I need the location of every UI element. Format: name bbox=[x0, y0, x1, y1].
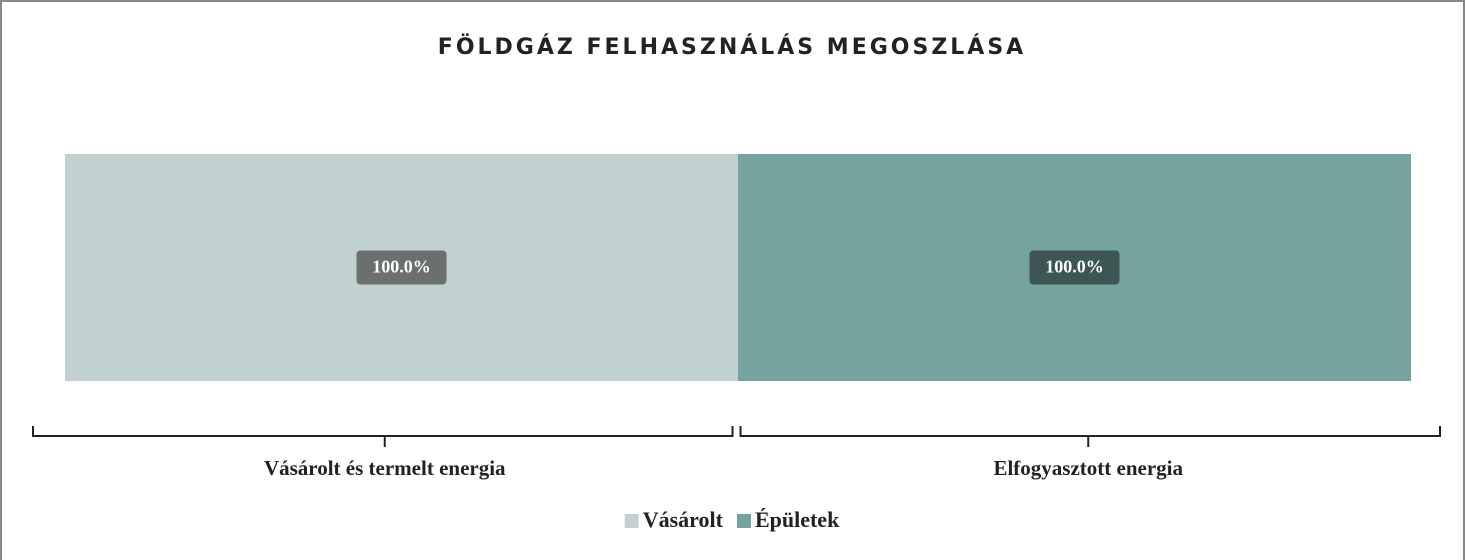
legend-label: Épületek bbox=[755, 507, 840, 532]
legend-swatch bbox=[736, 514, 751, 528]
category-bracket bbox=[32, 426, 734, 447]
legend-label: Vásárolt bbox=[643, 507, 724, 532]
legend-swatch bbox=[624, 514, 639, 528]
x-tick-label: Elfogyasztott energia bbox=[993, 456, 1183, 480]
data-label-box bbox=[1029, 250, 1120, 285]
data-label-box bbox=[356, 250, 447, 285]
x-tick-label: Vásárolt és termelt energia bbox=[264, 456, 506, 480]
data-label: 100.0% bbox=[1045, 257, 1104, 277]
data-label: 100.0% bbox=[372, 257, 431, 277]
category-bracket bbox=[739, 426, 1441, 447]
chart-title: FÖLDGÁZ FELHASZNÁLÁS MEGOSZLÁSA bbox=[438, 34, 1026, 60]
